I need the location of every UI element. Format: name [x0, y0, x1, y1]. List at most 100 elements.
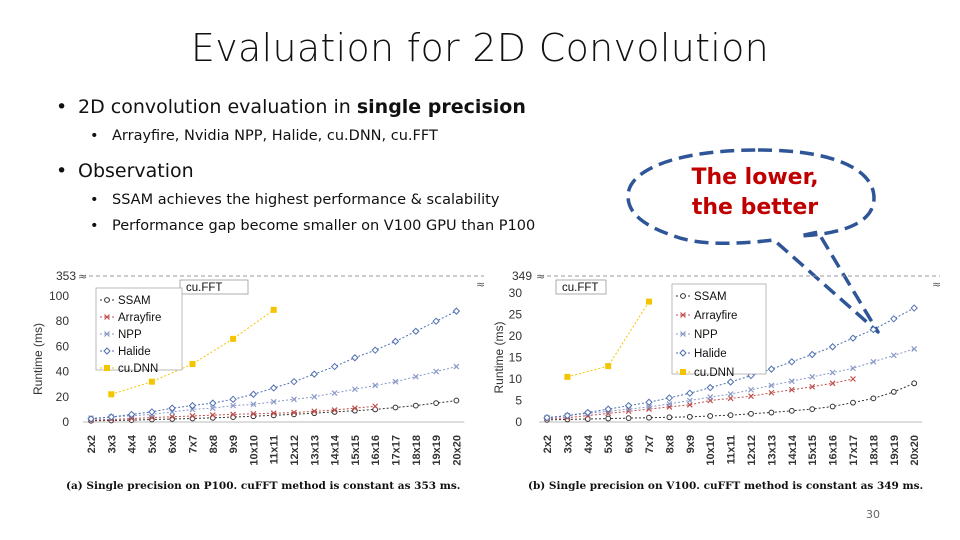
y-tick-label: 30 — [509, 286, 523, 300]
x-tick-label: 5x5 — [603, 435, 615, 453]
data-point-ssam — [666, 414, 673, 421]
data-point-halide — [310, 370, 319, 378]
data-point-arrayfire — [189, 413, 196, 419]
data-point-ssam — [768, 409, 775, 416]
data-point-ssam — [829, 403, 836, 410]
break-label: 349 — [512, 269, 532, 283]
data-point-ssam — [412, 402, 419, 409]
y-tick-label: 100 — [49, 289, 69, 303]
y-tick-label: 25 — [509, 308, 523, 322]
callout-shape — [626, 148, 880, 334]
x-tick-label: 17x17 — [848, 435, 860, 466]
data-point-halide — [910, 304, 918, 312]
y-tick-label: 10 — [509, 372, 523, 386]
data-point-halide — [391, 337, 400, 346]
data-point-npp — [727, 391, 734, 397]
page-number: 30 — [866, 508, 880, 521]
data-point-halide — [249, 390, 258, 398]
data-point-arrayfire — [351, 405, 358, 412]
data-point-cudnn — [605, 363, 612, 370]
data-point-halide — [767, 365, 776, 373]
legend-marker — [680, 312, 686, 318]
data-point-npp — [809, 373, 816, 380]
legend-label: cu.DNN — [694, 367, 734, 379]
x-tick-label: 12x12 — [289, 435, 301, 466]
data-point-halide — [686, 389, 694, 397]
x-tick-label: 18x18 — [411, 435, 423, 466]
bullet-glyph: • — [56, 96, 68, 118]
legend-label: Halide — [118, 346, 151, 358]
data-point-npp — [351, 386, 358, 393]
data-point-ssam — [748, 410, 754, 417]
data-point-npp — [291, 396, 297, 403]
data-point-halide — [452, 307, 461, 315]
legend-marker — [680, 331, 686, 337]
legend-marker — [103, 347, 111, 355]
data-point-arrayfire — [686, 401, 693, 408]
data-point-npp — [412, 373, 419, 380]
legend-marker — [104, 314, 110, 320]
chart-v100-caption: (b) Single precision on V100. cuFFT meth… — [528, 480, 924, 492]
x-tick-label: 5x5 — [147, 435, 159, 453]
bullet-observation: • Observation — [56, 160, 194, 182]
data-point-cudnn — [270, 306, 277, 313]
x-tick-label: 8x8 — [664, 435, 676, 453]
data-point-halide — [290, 377, 298, 386]
data-point-halide — [828, 343, 837, 351]
slide-title: Evaluation for 2D Convolution — [190, 26, 770, 70]
legend-label: Arrayfire — [118, 312, 161, 324]
x-tick-label: 16x16 — [828, 435, 840, 466]
data-point-npp — [433, 368, 440, 375]
sub-bullet-performance: • SSAM achieves the highest performance &… — [90, 192, 499, 208]
series-line-arrayfire — [90, 405, 376, 421]
legend-marker — [679, 349, 687, 357]
x-tick-label: 13x13 — [309, 435, 321, 466]
data-point-ssam — [453, 397, 460, 404]
legend-marker — [680, 369, 686, 375]
bullet-precision-bold: single precision — [356, 96, 526, 118]
data-point-halide — [371, 346, 379, 354]
data-point-cudnn — [189, 361, 196, 368]
data-point-halide — [645, 398, 653, 406]
bullet-glyph: • — [90, 192, 99, 208]
sub-bullet-libraries-text: Arrayfire, Nvidia NPP, Halide, cu.DNN, c… — [112, 128, 438, 144]
data-point-npp — [209, 405, 216, 412]
data-point-ssam — [788, 407, 795, 414]
legend-marker — [104, 331, 110, 337]
data-point-npp — [707, 394, 714, 400]
data-point-ssam — [392, 404, 399, 411]
data-point-halide — [869, 325, 878, 334]
bullet-glyph: • — [90, 128, 99, 144]
legend-label: Halide — [694, 348, 727, 360]
data-point-halide — [584, 408, 592, 417]
axis-break-symbol: ≈ — [536, 270, 545, 283]
data-point-arrayfire — [209, 412, 216, 418]
x-tick-label: 13x13 — [766, 435, 778, 466]
data-point-ssam — [727, 412, 734, 419]
chart-p100-caption: (a) Single precision on P100. cuFFT meth… — [66, 480, 461, 492]
data-point-halide — [87, 415, 95, 423]
data-point-cudnn — [230, 335, 237, 342]
sub-bullet-gap: • Performance gap become smaller on V100 … — [90, 218, 535, 234]
data-point-npp — [250, 401, 257, 408]
x-tick-label: 12x12 — [746, 435, 758, 466]
x-tick-label: 10x10 — [248, 435, 260, 466]
data-point-halide — [706, 383, 714, 392]
y-tick-label: 20 — [509, 329, 523, 343]
data-point-npp — [748, 386, 754, 393]
data-point-arrayfire — [311, 408, 318, 415]
data-point-ssam — [707, 413, 714, 419]
data-point-halide — [432, 317, 440, 325]
legend-label: NPP — [694, 329, 718, 341]
data-point-arrayfire — [291, 409, 297, 416]
data-point-npp — [331, 390, 338, 396]
data-point-npp — [788, 378, 795, 385]
data-point-npp — [392, 378, 399, 385]
reference-legend-box — [179, 279, 249, 295]
data-point-halide — [188, 401, 197, 410]
y-tick-label: 5 — [515, 394, 522, 408]
x-tick-label: 4x4 — [127, 434, 139, 453]
x-tick-label: 2x2 — [542, 435, 554, 453]
x-tick-label: 7x7 — [188, 435, 200, 453]
callout-text: The lower, the better — [630, 163, 880, 223]
